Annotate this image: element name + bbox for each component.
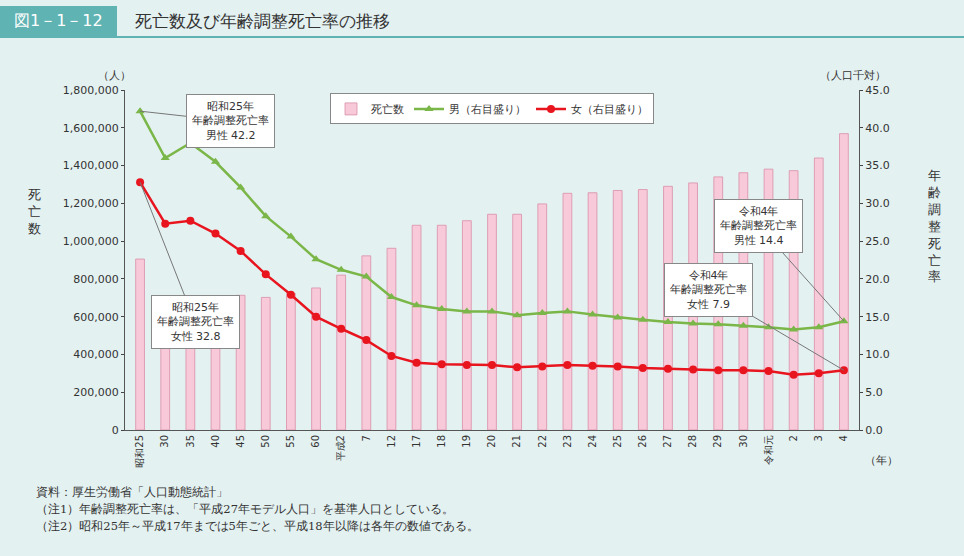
svg-text:27: 27: [662, 435, 673, 448]
svg-text:40.0: 40.0: [865, 122, 890, 135]
svg-text:昭和25年年齢調整死亡率男性 42.2: 昭和25年年齢調整死亡率男性 42.2: [192, 100, 269, 142]
svg-text:10.0: 10.0: [865, 348, 890, 361]
svg-text:45: 45: [235, 435, 246, 448]
svg-text:19: 19: [461, 435, 472, 448]
svg-text:（年）: （年）: [865, 454, 898, 467]
svg-text:29: 29: [712, 435, 723, 448]
svg-text:25.0: 25.0: [865, 235, 890, 248]
svg-text:35.0: 35.0: [865, 159, 890, 172]
svg-text:600,000: 600,000: [73, 311, 119, 324]
svg-text:（人口千対）: （人口千対）: [820, 69, 886, 82]
svg-text:25: 25: [612, 435, 623, 448]
svg-text:45.0: 45.0: [865, 84, 890, 97]
svg-text:20.0: 20.0: [865, 273, 890, 286]
svg-text:女（右目盛り）: 女（右目盛り）: [571, 103, 648, 116]
svg-text:死亡数: 死亡数: [371, 103, 404, 116]
svg-text:28: 28: [687, 435, 698, 448]
svg-text:21: 21: [511, 435, 522, 448]
svg-text:1,600,000: 1,600,000: [63, 122, 119, 135]
svg-text:24: 24: [587, 435, 598, 448]
svg-text:1,400,000: 1,400,000: [63, 159, 119, 172]
svg-text:35: 35: [185, 435, 196, 448]
html-text:（注1）年齢調整死亡率は、「平成27年モデル人口」を基準人口: （注1）年齢調整死亡率は、「平成27年モデル人口」を基準人口としている。: [36, 502, 454, 516]
svg-text:20: 20: [486, 435, 497, 448]
svg-text:5.0: 5.0: [865, 386, 883, 399]
svg-text:200,000: 200,000: [73, 386, 119, 399]
svg-text:1,000,000: 1,000,000: [63, 235, 119, 248]
svg-text:60: 60: [310, 435, 321, 448]
svg-text:3: 3: [813, 435, 824, 441]
svg-text:令和4年年齢調整死亡率男性 14.4: 令和4年年齢調整死亡率男性 14.4: [720, 205, 797, 247]
svg-text:年齢調整死亡率: 年齢調整死亡率: [928, 168, 941, 284]
svg-text:平成2: 平成2: [335, 435, 346, 461]
svg-text:0: 0: [112, 424, 119, 437]
svg-text:400,000: 400,000: [73, 348, 119, 361]
svg-text:30: 30: [738, 435, 749, 448]
svg-text:30.0: 30.0: [865, 197, 890, 210]
svg-text:4: 4: [838, 435, 849, 441]
svg-text:800,000: 800,000: [73, 273, 119, 286]
svg-text:17: 17: [411, 435, 422, 448]
svg-text:50: 50: [260, 435, 271, 448]
svg-text:1,200,000: 1,200,000: [63, 197, 119, 210]
svg-text:7: 7: [361, 435, 372, 441]
svg-text:30: 30: [159, 435, 170, 448]
svg-text:55: 55: [285, 435, 296, 448]
svg-text:令和4年年齢調整死亡率女性 7.9: 令和4年年齢調整死亡率女性 7.9: [670, 269, 747, 311]
svg-text:2: 2: [788, 435, 799, 441]
svg-text:昭和25: 昭和25: [134, 435, 145, 468]
svg-text:12: 12: [386, 435, 397, 448]
svg-text:18: 18: [436, 435, 447, 448]
svg-text:23: 23: [562, 435, 573, 448]
svg-text:1,800,000: 1,800,000: [63, 84, 119, 97]
html-text:資料：厚生労働省「人口動態統計」: 資料：厚生労働省「人口動態統計」: [36, 485, 228, 499]
html-text:死亡数及び年齢調整死亡率の推移: 死亡数及び年齢調整死亡率の推移: [134, 10, 390, 31]
svg-text:昭和25年年齢調整死亡率女性 32.8: 昭和25年年齢調整死亡率女性 32.8: [157, 301, 234, 343]
svg-text:令和元: 令和元: [763, 435, 774, 465]
svg-text:15.0: 15.0: [865, 311, 890, 324]
svg-text:男（右目盛り）: 男（右目盛り）: [449, 103, 526, 116]
svg-text:40: 40: [210, 435, 221, 448]
html-text:図1－1－12: 図1－1－12: [14, 11, 103, 30]
svg-text:0.0: 0.0: [865, 424, 883, 437]
svg-text:26: 26: [637, 435, 648, 448]
html-text:（注2）昭和25年～平成17年までは5年ごと、平成18年以降: （注2）昭和25年～平成17年までは5年ごと、平成18年以降は各年の数値である。: [36, 519, 479, 533]
svg-text:22: 22: [537, 435, 548, 448]
svg-text:死亡数: 死亡数: [28, 187, 41, 236]
svg-text:（人）: （人）: [98, 69, 131, 82]
